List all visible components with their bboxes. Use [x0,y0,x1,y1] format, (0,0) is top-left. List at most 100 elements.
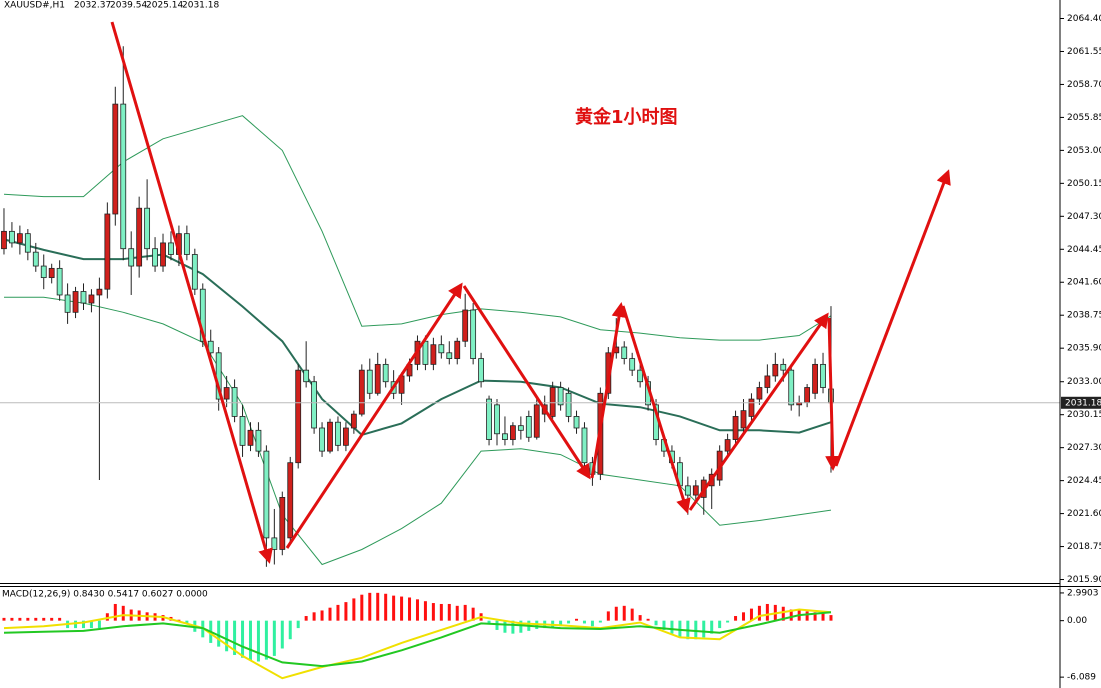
candle-body [239,416,246,446]
header-open: 2032.37 [74,1,111,11]
candle-body [382,363,389,383]
candle-body [565,392,572,417]
candle-body [748,398,755,417]
candle-body [327,421,333,452]
macd-bar [495,620,499,630]
candle-body [502,433,508,440]
macd-bar [821,613,825,621]
candle-body [478,358,484,383]
indicator-line [4,296,832,566]
macd-bar [630,608,634,621]
candle-body [40,265,47,279]
macd-bar [376,592,380,621]
arrow [621,305,691,514]
macd-bar [248,620,252,661]
macd-bar [415,599,419,621]
candle-body [533,404,540,438]
indicator-line [3,608,832,680]
macd-bar [296,620,300,629]
macd-bar [622,605,626,621]
candle-body [462,309,469,342]
candle-body [812,363,818,394]
macd-bar [757,605,761,621]
candle-body [24,233,31,253]
y-tick-label: 2.9903 [1067,588,1099,598]
macd-bar [304,616,308,621]
macd-bar [400,596,404,621]
y-tick-label: 2044.45 [1067,245,1101,255]
macd-bar [598,620,602,623]
macd-bar [113,603,117,621]
candle-body [279,497,286,550]
candle-body [772,363,779,377]
indicator-line [3,611,832,668]
y-tick-label: 2047.30 [1067,212,1101,222]
candle-body [9,230,15,244]
macd-bar [50,617,54,621]
macd-bar [559,620,563,627]
candle-body [438,344,445,354]
macd-bar [2,617,6,621]
macd-bar [81,620,85,629]
macd-panel [2,592,833,680]
indicator-line [3,238,832,437]
y-tick-label: 2041.60 [1067,278,1101,288]
arrow [285,282,463,549]
macd-bar [567,620,571,624]
candle-body [311,381,318,429]
macd-bar [328,607,332,621]
y-tick-label: 2021.60 [1067,509,1101,519]
candle-body [223,387,230,400]
macd-bar [575,618,579,621]
candle-body [350,413,357,429]
candle-body [48,267,55,279]
macd-bar [606,611,610,621]
candle-body [64,294,71,313]
candle-body [335,421,341,446]
y-tick-label: 2061.55 [1067,47,1101,57]
macd-bar [217,620,221,647]
macd-bar [97,620,101,629]
candle-body [144,207,151,250]
macd-bar [455,605,459,621]
candle-body [557,387,564,406]
macd-bar [225,620,229,652]
y-tick-label: 2030.15 [1067,410,1101,420]
macd-bar [264,620,268,660]
candle-body [191,254,198,290]
current-price-tag [1061,396,1101,409]
macd-bar [654,620,658,626]
candle-body [788,369,795,406]
y-tick-label: 2024.45 [1067,476,1101,486]
y-tick-label: 2053.00 [1067,146,1101,156]
candle-body [287,462,294,539]
candle-body [780,363,787,371]
macd-bar [646,618,650,621]
candle-body [684,485,691,496]
macd-bar [662,620,666,630]
macd-bar [336,604,340,621]
macd-bar [233,620,237,655]
candle-body [247,429,254,446]
candle-body [517,425,524,431]
macd-bar [718,620,722,629]
candle-body [820,363,826,388]
candle-body [136,207,143,267]
macd-bar [519,620,523,633]
macd-bar [431,603,435,621]
candle-body [486,398,492,440]
macd-bar [813,612,817,621]
macd-bar [590,620,594,627]
candle-body [343,427,349,446]
candle-body [446,352,453,359]
y-tick-label: 0.00 [1067,616,1087,626]
macd-bar [702,620,706,638]
candle-body [629,358,636,371]
candle-body [430,344,437,365]
candle-body [160,242,166,267]
candle-body [510,425,516,440]
macd-bar [392,595,396,621]
macd-bar [734,616,738,621]
macd-bar [42,617,46,621]
macd-bar [74,620,78,629]
